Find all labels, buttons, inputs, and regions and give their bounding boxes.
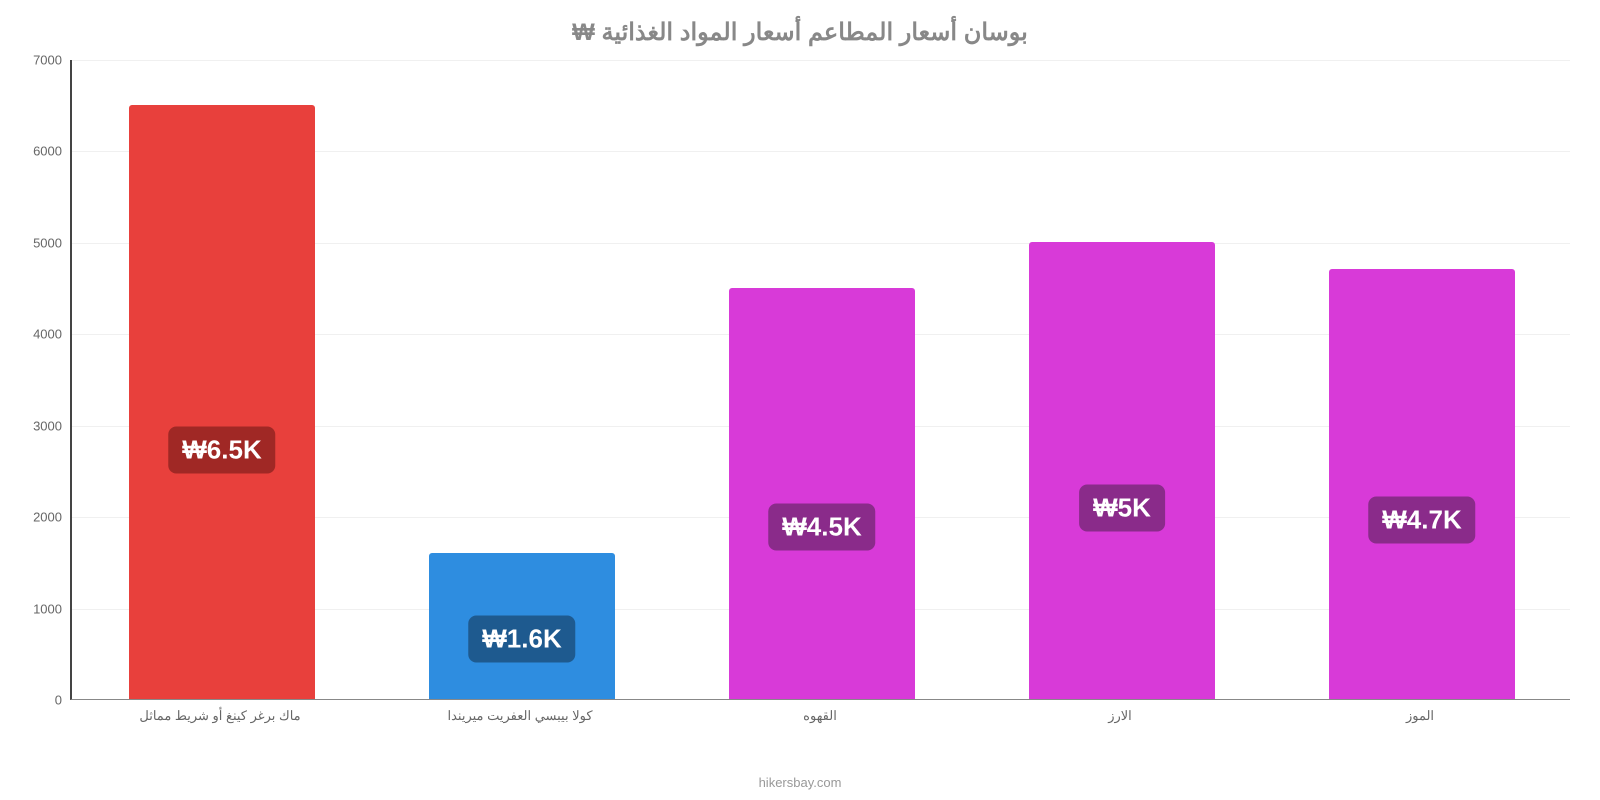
y-tick-label: 5000 <box>12 235 62 250</box>
chart-area: 01000200030004000500060007000₩6.5K₩1.6K₩… <box>70 60 1570 740</box>
y-tick-label: 6000 <box>12 144 62 159</box>
y-tick-label: 4000 <box>12 327 62 342</box>
attribution: hikersbay.com <box>759 775 842 790</box>
x-tick-label: القهوه <box>803 708 837 724</box>
bar-value-label: ₩6.5K <box>168 427 275 474</box>
bar <box>729 288 915 699</box>
bar-value-label: ₩1.6K <box>468 615 575 662</box>
bar <box>1329 269 1515 699</box>
x-tick-label: كولا بيبسي العفريت ميريندا <box>447 708 592 724</box>
plot-region: 01000200030004000500060007000₩6.5K₩1.6K₩… <box>70 60 1570 700</box>
y-tick-label: 3000 <box>12 418 62 433</box>
gridline <box>72 60 1570 61</box>
x-tick-label: الموز <box>1406 708 1434 724</box>
bar-value-label: ₩5K <box>1079 485 1165 532</box>
y-tick-label: 2000 <box>12 510 62 525</box>
bar-value-label: ₩4.7K <box>1368 496 1475 543</box>
y-tick-label: 0 <box>12 693 62 708</box>
bar-value-label: ₩4.5K <box>768 504 875 551</box>
x-tick-label: الارز <box>1108 708 1132 724</box>
chart-title: بوسان أسعار المطاعم أسعار المواد الغذائي… <box>0 0 1600 47</box>
y-tick-label: 7000 <box>12 53 62 68</box>
bar <box>1029 242 1215 699</box>
x-tick-label: ماك برغر كينغ أو شريط مماثل <box>139 708 300 724</box>
y-tick-label: 1000 <box>12 601 62 616</box>
bar <box>129 105 315 699</box>
